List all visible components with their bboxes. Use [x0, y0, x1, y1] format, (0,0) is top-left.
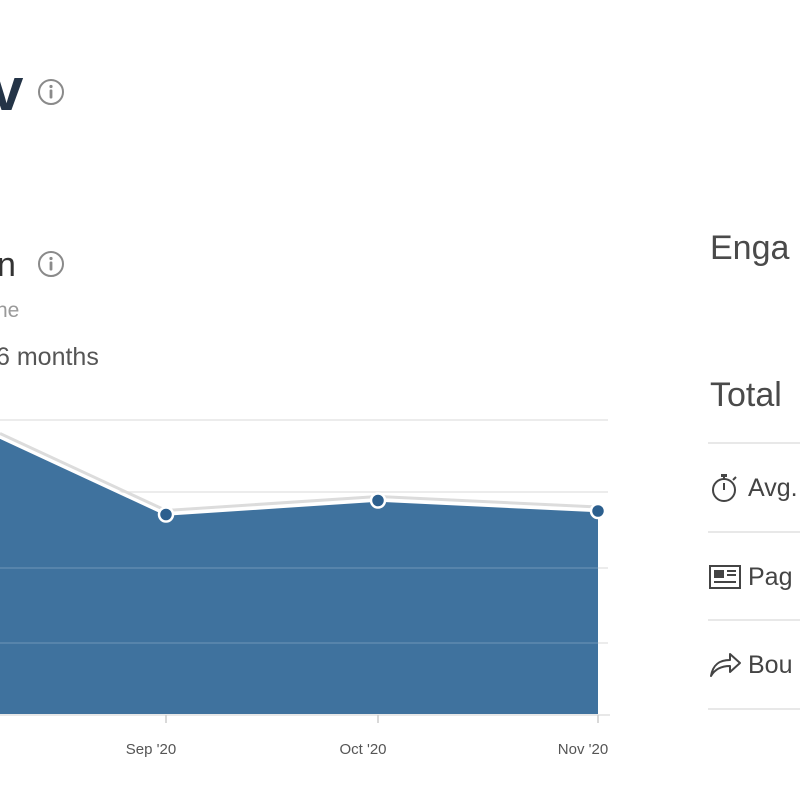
info-icon[interactable] [37, 78, 65, 106]
series-area [0, 437, 598, 714]
series-line-shadow [0, 432, 599, 513]
page-title-fragment: v [0, 56, 24, 123]
pages-icon [708, 560, 742, 594]
x-tick-label: Nov '20 [558, 741, 608, 758]
chart-area-layer [0, 432, 599, 714]
metric-row-bounce[interactable]: Bou [708, 621, 800, 709]
section-subtitle-fragment: ne [0, 299, 20, 322]
area-chart: Sep '20 Oct '20 Nov '20 [0, 419, 610, 758]
bounce-arrow-icon [708, 648, 742, 682]
data-point [589, 502, 607, 520]
x-tick-label: Oct '20 [339, 741, 386, 758]
x-tick-label: Sep '20 [126, 741, 176, 758]
series-line [0, 436, 599, 516]
stopwatch-icon [708, 471, 742, 505]
chart-markers [157, 492, 607, 523]
divider [708, 531, 800, 533]
date-range-label[interactable]: 6 months [0, 343, 99, 371]
metric-row-pages[interactable]: Pag [708, 533, 800, 621]
engagement-heading-fragment: Enga [710, 229, 790, 267]
divider [708, 619, 800, 621]
data-point [157, 506, 175, 523]
metric-label: Pag [748, 562, 793, 591]
section-title-fragment: n [0, 246, 16, 284]
data-point [369, 492, 387, 509]
section-info-icon[interactable] [37, 250, 65, 278]
metric-label: Avg. [748, 473, 798, 502]
total-heading-fragment: Total [710, 376, 782, 414]
chart-x-axis: Sep '20 Oct '20 Nov '20 [0, 714, 610, 758]
divider [708, 708, 800, 710]
metric-label: Bou [748, 650, 793, 679]
divider [708, 442, 800, 444]
metric-row-avg[interactable]: Avg. [708, 444, 800, 532]
